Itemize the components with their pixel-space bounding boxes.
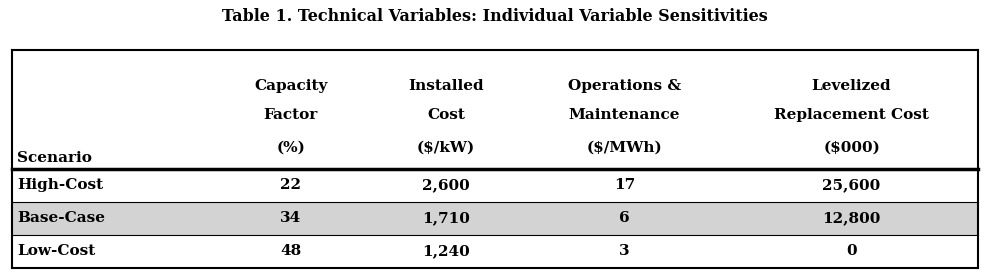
Bar bbox=[12, 50, 978, 169]
Text: Base-Case: Base-Case bbox=[17, 211, 105, 225]
Text: 48: 48 bbox=[280, 244, 301, 258]
Bar bbox=[12, 235, 978, 268]
Bar bbox=[12, 202, 978, 235]
Text: High-Cost: High-Cost bbox=[17, 178, 103, 192]
Text: Replacement Cost: Replacement Cost bbox=[774, 109, 929, 122]
Text: Operations &: Operations & bbox=[568, 79, 681, 93]
Text: 22: 22 bbox=[280, 178, 301, 192]
Text: 1,710: 1,710 bbox=[422, 211, 470, 225]
Text: Factor: Factor bbox=[263, 109, 318, 122]
Text: Installed: Installed bbox=[408, 79, 484, 93]
Text: Capacity: Capacity bbox=[254, 79, 328, 93]
Text: Scenario: Scenario bbox=[17, 151, 92, 165]
Text: Maintenance: Maintenance bbox=[568, 109, 680, 122]
Text: Low-Cost: Low-Cost bbox=[17, 244, 95, 258]
Text: 3: 3 bbox=[619, 244, 630, 258]
Text: 34: 34 bbox=[280, 211, 301, 225]
Text: 1,240: 1,240 bbox=[423, 244, 470, 258]
Bar bbox=[12, 169, 978, 202]
Text: 2,600: 2,600 bbox=[423, 178, 470, 192]
Text: Levelized: Levelized bbox=[812, 79, 891, 93]
Text: 17: 17 bbox=[614, 178, 635, 192]
Text: 6: 6 bbox=[619, 211, 630, 225]
Text: ($/MWh): ($/MWh) bbox=[586, 141, 662, 155]
Text: 25,600: 25,600 bbox=[823, 178, 881, 192]
Text: Table 1. Technical Variables: Individual Variable Sensitivities: Table 1. Technical Variables: Individual… bbox=[222, 8, 768, 25]
Text: 0: 0 bbox=[846, 244, 857, 258]
Text: ($/kW): ($/kW) bbox=[417, 141, 475, 155]
Text: (%): (%) bbox=[276, 141, 305, 155]
Text: ($000): ($000) bbox=[823, 141, 880, 155]
Text: 12,800: 12,800 bbox=[823, 211, 881, 225]
Text: Cost: Cost bbox=[427, 109, 465, 122]
